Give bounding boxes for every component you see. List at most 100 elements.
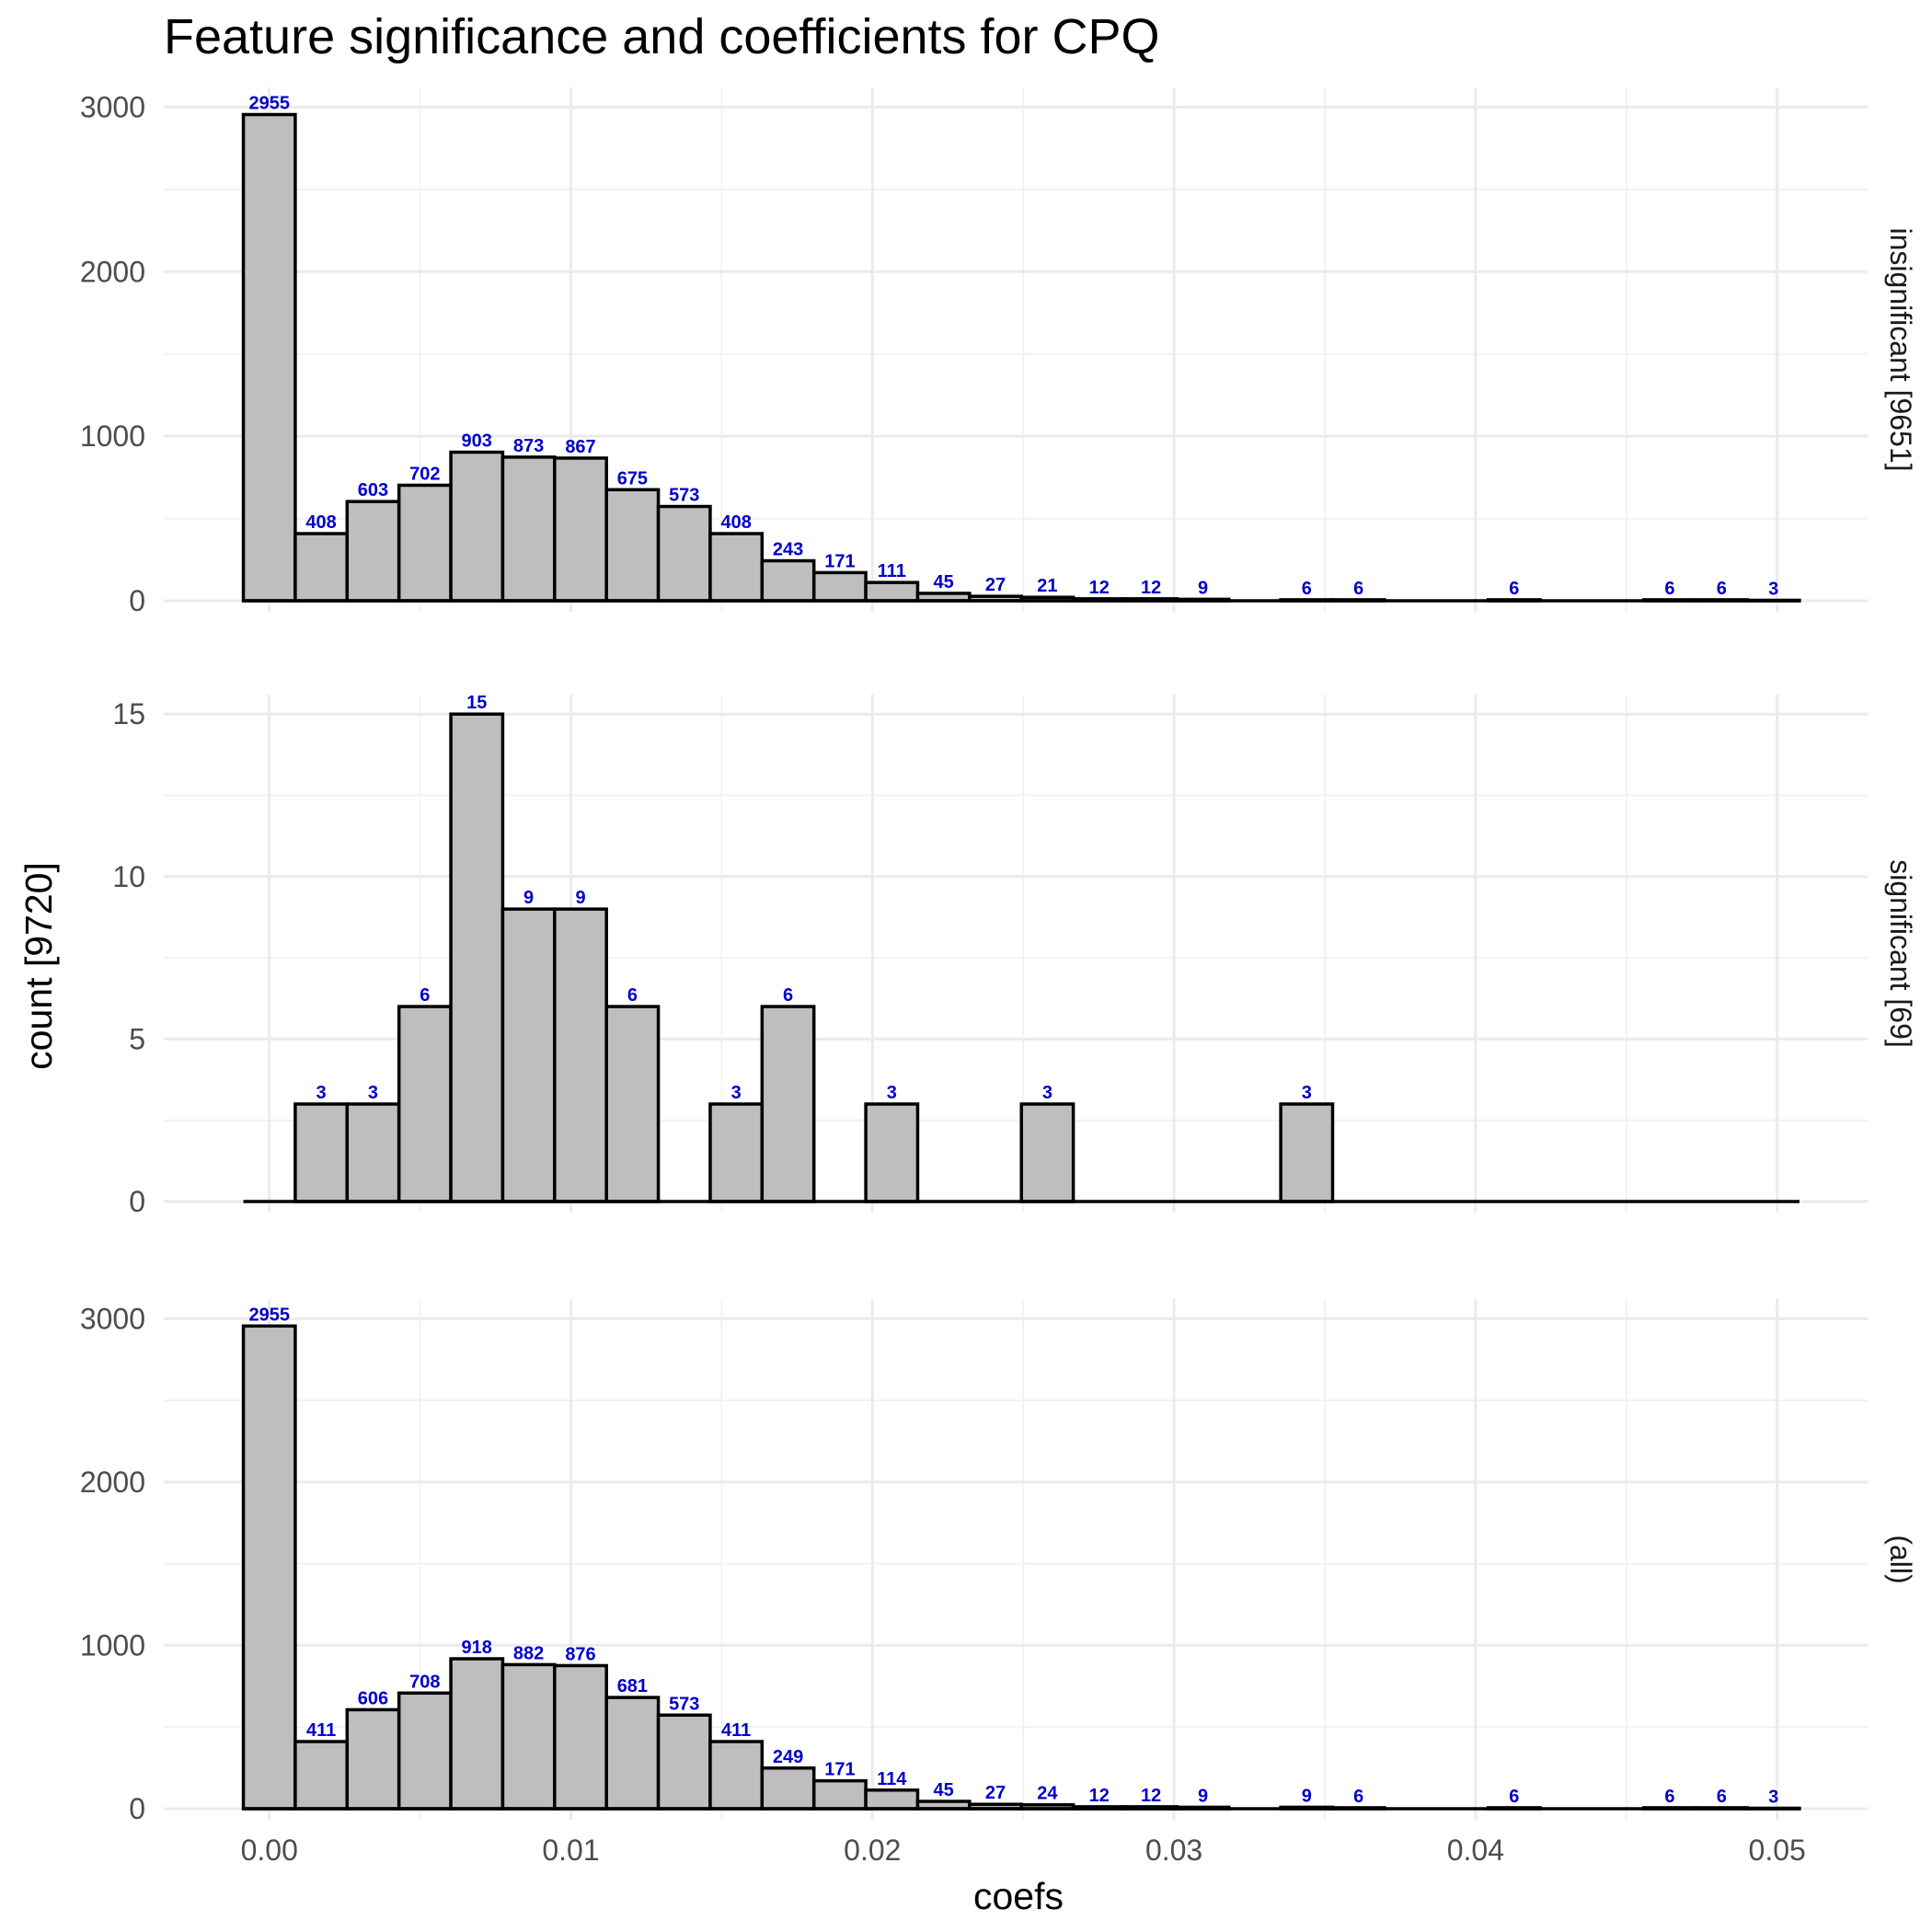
bar-count-label: 3 (1768, 579, 1778, 599)
bar-count-label: 6 (1509, 579, 1519, 599)
histogram-bar (293, 1740, 350, 1811)
bar-count-label: 6 (1353, 579, 1363, 599)
y-tick-label: 2000 (80, 255, 145, 288)
chart-title: Feature significance and coefficients fo… (164, 9, 1160, 64)
bar-count-label: 603 (358, 480, 388, 500)
histogram-bar (345, 500, 401, 603)
bar-count-label: 6 (420, 985, 430, 1006)
bar-count-label: 6 (1353, 1787, 1363, 1807)
bar-count-label: 171 (824, 551, 855, 571)
bar-count-label: 573 (669, 1694, 699, 1714)
histogram-bar (500, 1662, 557, 1811)
bar-count-label: 408 (305, 512, 336, 533)
bar-count-label: 708 (409, 1672, 440, 1692)
histogram-bar (553, 456, 608, 603)
bar-count-label: 6 (1717, 1787, 1727, 1807)
histogram-bar (1279, 1102, 1335, 1203)
bar-count-label: 6 (1664, 1787, 1674, 1807)
bar-count-label: 15 (466, 693, 487, 713)
bar-count-label: 6 (1302, 579, 1312, 599)
bar-count-label: 681 (617, 1676, 648, 1696)
histogram-bar (708, 532, 765, 603)
bar-count-label: 873 (513, 436, 544, 456)
histogram-bar (241, 1324, 297, 1811)
histogram-bar (864, 581, 920, 603)
bar-count-label: 21 (1037, 576, 1057, 596)
histogram-bar (500, 907, 557, 1203)
bar-count-label: 249 (773, 1747, 803, 1767)
facet-strip-label: significant [69] (1884, 859, 1917, 1048)
histogram-bar (1019, 1102, 1075, 1203)
histogram-bar (811, 1778, 868, 1811)
x-tick-label: 0.05 (1749, 1834, 1806, 1867)
bar-count-label: 876 (565, 1644, 595, 1664)
bar-count-label: 9 (1302, 1786, 1312, 1806)
bar-count-label: 411 (721, 1720, 751, 1741)
y-tick-label: 3000 (80, 1302, 145, 1335)
bar-count-label: 3 (1768, 1787, 1778, 1807)
histogram-bar (708, 1102, 765, 1203)
histogram-bar (708, 1740, 765, 1811)
bar-count-label: 27 (985, 575, 1006, 595)
facet-panel: 0 1000 2000 3000 2955 411 606 708 918 882 876 681 57… (80, 1299, 1917, 1825)
histogram-bar (293, 532, 350, 603)
histogram-bar (553, 907, 608, 1203)
histogram-bar (864, 1102, 920, 1203)
bar-count-label: 111 (878, 561, 906, 581)
bar-count-label: 573 (669, 486, 699, 506)
bar-count-label: 3 (316, 1083, 327, 1103)
bar-count-label: 171 (824, 1760, 855, 1780)
y-tick-label: 2000 (80, 1466, 145, 1499)
bar-count-label: 408 (720, 512, 751, 533)
bar-count-label: 3 (887, 1083, 897, 1103)
y-tick-label: 0 (129, 1792, 145, 1825)
bar-count-label: 702 (409, 464, 440, 484)
x-tick-label: 0.01 (542, 1834, 599, 1867)
bar-count-label: 6 (1509, 1787, 1519, 1807)
facet-panel: 0 5 10 15 3 3 6 15 9 9 6 3 6 3 3 3 significant [69] (112, 693, 1917, 1218)
histogram-bar (760, 558, 816, 603)
histogram-bar (553, 1663, 608, 1811)
bar-count-label: 6 (783, 985, 793, 1006)
y-tick-label: 1000 (80, 1628, 145, 1662)
bar-count-label: 675 (617, 468, 648, 489)
bar-count-label: 3 (731, 1083, 742, 1103)
facet-panel: 0 1000 2000 3000 2955 408 603 702 903 873 867 675 57… (80, 87, 1917, 617)
histogram-bar (604, 488, 661, 603)
bar-count-label: 3 (1302, 1083, 1312, 1103)
bar-count-label: 9 (575, 888, 585, 908)
bar-count-label: 3 (368, 1083, 378, 1103)
histogram-bar (760, 1766, 816, 1811)
x-axis-title: coefs (973, 1875, 1064, 1917)
facet-strip-label: (all) (1884, 1535, 1917, 1583)
bar-count-label: 6 (1717, 579, 1727, 599)
histogram-bar (345, 1102, 401, 1203)
bar-count-label: 24 (1037, 1784, 1058, 1804)
bar-count-label: 45 (934, 572, 954, 592)
histogram-bar (449, 450, 505, 603)
histogram-bar (449, 712, 505, 1203)
bar-count-label: 882 (513, 1643, 544, 1663)
x-tick-label: 0.03 (1145, 1834, 1202, 1867)
bar-count-label: 243 (773, 540, 803, 560)
bar-count-label: 6 (1664, 579, 1674, 599)
y-tick-label: 10 (112, 860, 145, 893)
histogram-bar (241, 112, 297, 603)
histogram-bar (293, 1102, 350, 1203)
y-tick-label: 0 (129, 1185, 145, 1218)
histogram-bar (604, 1005, 661, 1203)
bar-count-label: 114 (877, 1769, 907, 1789)
y-axis-title: count [9720] (17, 862, 60, 1070)
bar-count-label: 9 (1198, 1786, 1208, 1806)
bar-count-label: 606 (358, 1688, 388, 1708)
bar-count-label: 3 (1042, 1083, 1052, 1103)
bar-count-label: 9 (523, 888, 534, 908)
histogram-bar (449, 1657, 505, 1811)
y-tick-label: 0 (129, 584, 145, 617)
bar-count-label: 2955 (248, 1305, 290, 1325)
histogram-bar (345, 1708, 401, 1811)
histogram-bar (397, 1691, 453, 1811)
bar-count-label: 12 (1141, 1786, 1161, 1806)
x-tick-label: 0.04 (1447, 1834, 1504, 1867)
